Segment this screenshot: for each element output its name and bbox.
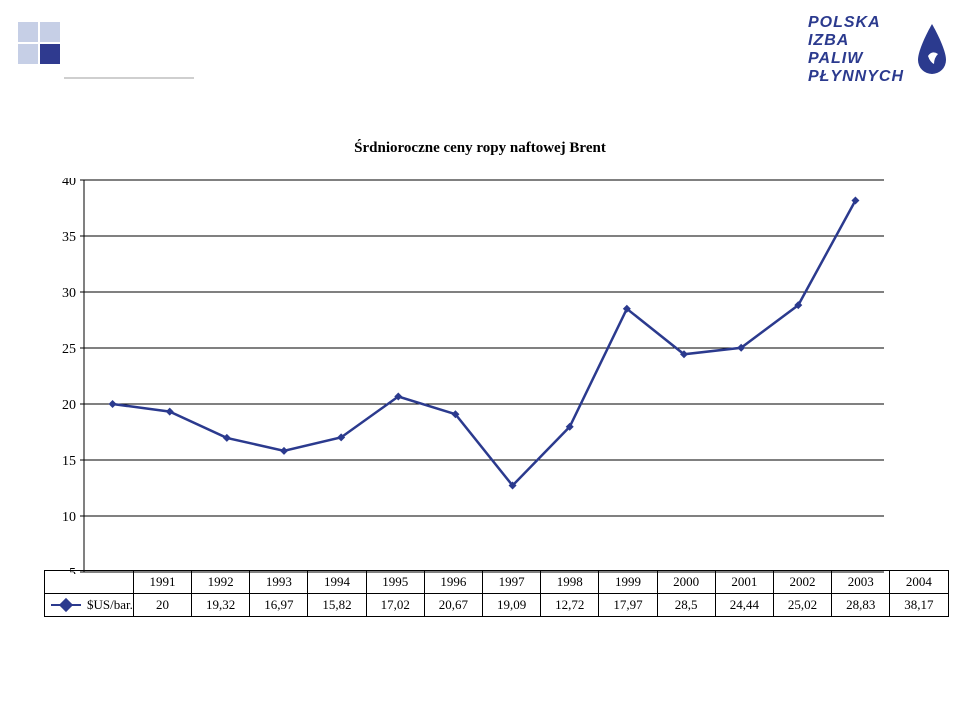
table-year-cell: 1994 <box>308 571 366 594</box>
table-year-cell: 2004 <box>890 571 948 594</box>
svg-text:15: 15 <box>62 454 76 469</box>
table-year-cell: 1993 <box>250 571 308 594</box>
table-year-cell: 2000 <box>657 571 715 594</box>
chart-svg: 510152025303540 <box>40 178 900 574</box>
table-year-cell: 1998 <box>541 571 599 594</box>
divider <box>64 77 194 79</box>
table-year-cell: 2002 <box>773 571 831 594</box>
table-value-cell: 25,02 <box>773 594 831 617</box>
table-year-cell: 1995 <box>366 571 424 594</box>
drop-icon <box>914 22 950 78</box>
table-year-cell: 1996 <box>424 571 482 594</box>
table-year-cell: 2003 <box>832 571 890 594</box>
table-value-cell: 20,67 <box>424 594 482 617</box>
brand-line1: POLSKA <box>808 14 904 32</box>
page-root: POLSKA IZBA PALIW PŁYNNYCH Śrdnioroczne … <box>0 0 960 708</box>
table-value-cell: 19,09 <box>483 594 541 617</box>
table-value-cell: 17,02 <box>366 594 424 617</box>
table-year-cell: 1991 <box>133 571 191 594</box>
table-year-cell: 2001 <box>715 571 773 594</box>
table-header-row: 1991199219931994199519961997199819992000… <box>45 571 949 594</box>
table-value-cell: 12,72 <box>541 594 599 617</box>
svg-text:30: 30 <box>62 286 76 301</box>
table-value-row: $US/bar. 2019,3216,9715,8217,0220,6719,0… <box>45 594 949 617</box>
table-year-cell: 1997 <box>483 571 541 594</box>
series-label: $US/bar. <box>87 597 133 613</box>
table-year-cell: 1992 <box>192 571 250 594</box>
brand-line4: PŁYNNYCH <box>808 68 904 86</box>
decor-square <box>40 44 60 64</box>
table-year-cell: 1999 <box>599 571 657 594</box>
svg-text:10: 10 <box>62 510 76 525</box>
table-value-cell: 16,97 <box>250 594 308 617</box>
brand-line2: IZBA <box>808 32 904 50</box>
data-table: 1991199219931994199519961997199819992000… <box>44 570 949 617</box>
table-value-cell: 28,5 <box>657 594 715 617</box>
table-value-cell: 17,97 <box>599 594 657 617</box>
brand-line3: PALIW <box>808 50 904 68</box>
table-value-cell: 28,83 <box>832 594 890 617</box>
brand-logo: POLSKA IZBA PALIW PŁYNNYCH <box>808 14 950 86</box>
table-value-cell: 20 <box>133 594 191 617</box>
table-value-cell: 15,82 <box>308 594 366 617</box>
series-legend-cell: $US/bar. <box>45 594 134 617</box>
decor-square <box>18 44 38 64</box>
legend-marker-icon <box>51 599 81 611</box>
decor-square <box>40 22 60 42</box>
line-chart: 510152025303540 <box>40 178 900 574</box>
table-value-cell: 19,32 <box>192 594 250 617</box>
table-value-cell: 24,44 <box>715 594 773 617</box>
svg-text:40: 40 <box>62 178 76 189</box>
table-value-cell: 38,17 <box>890 594 948 617</box>
svg-text:35: 35 <box>62 230 76 245</box>
brand-text: POLSKA IZBA PALIW PŁYNNYCH <box>808 14 904 86</box>
chart-title: Śrdnioroczne ceny ropy naftowej Brent <box>0 140 960 157</box>
svg-text:25: 25 <box>62 342 76 357</box>
table-corner-cell <box>45 571 134 594</box>
svg-text:20: 20 <box>62 398 76 413</box>
decor-square <box>18 22 38 42</box>
